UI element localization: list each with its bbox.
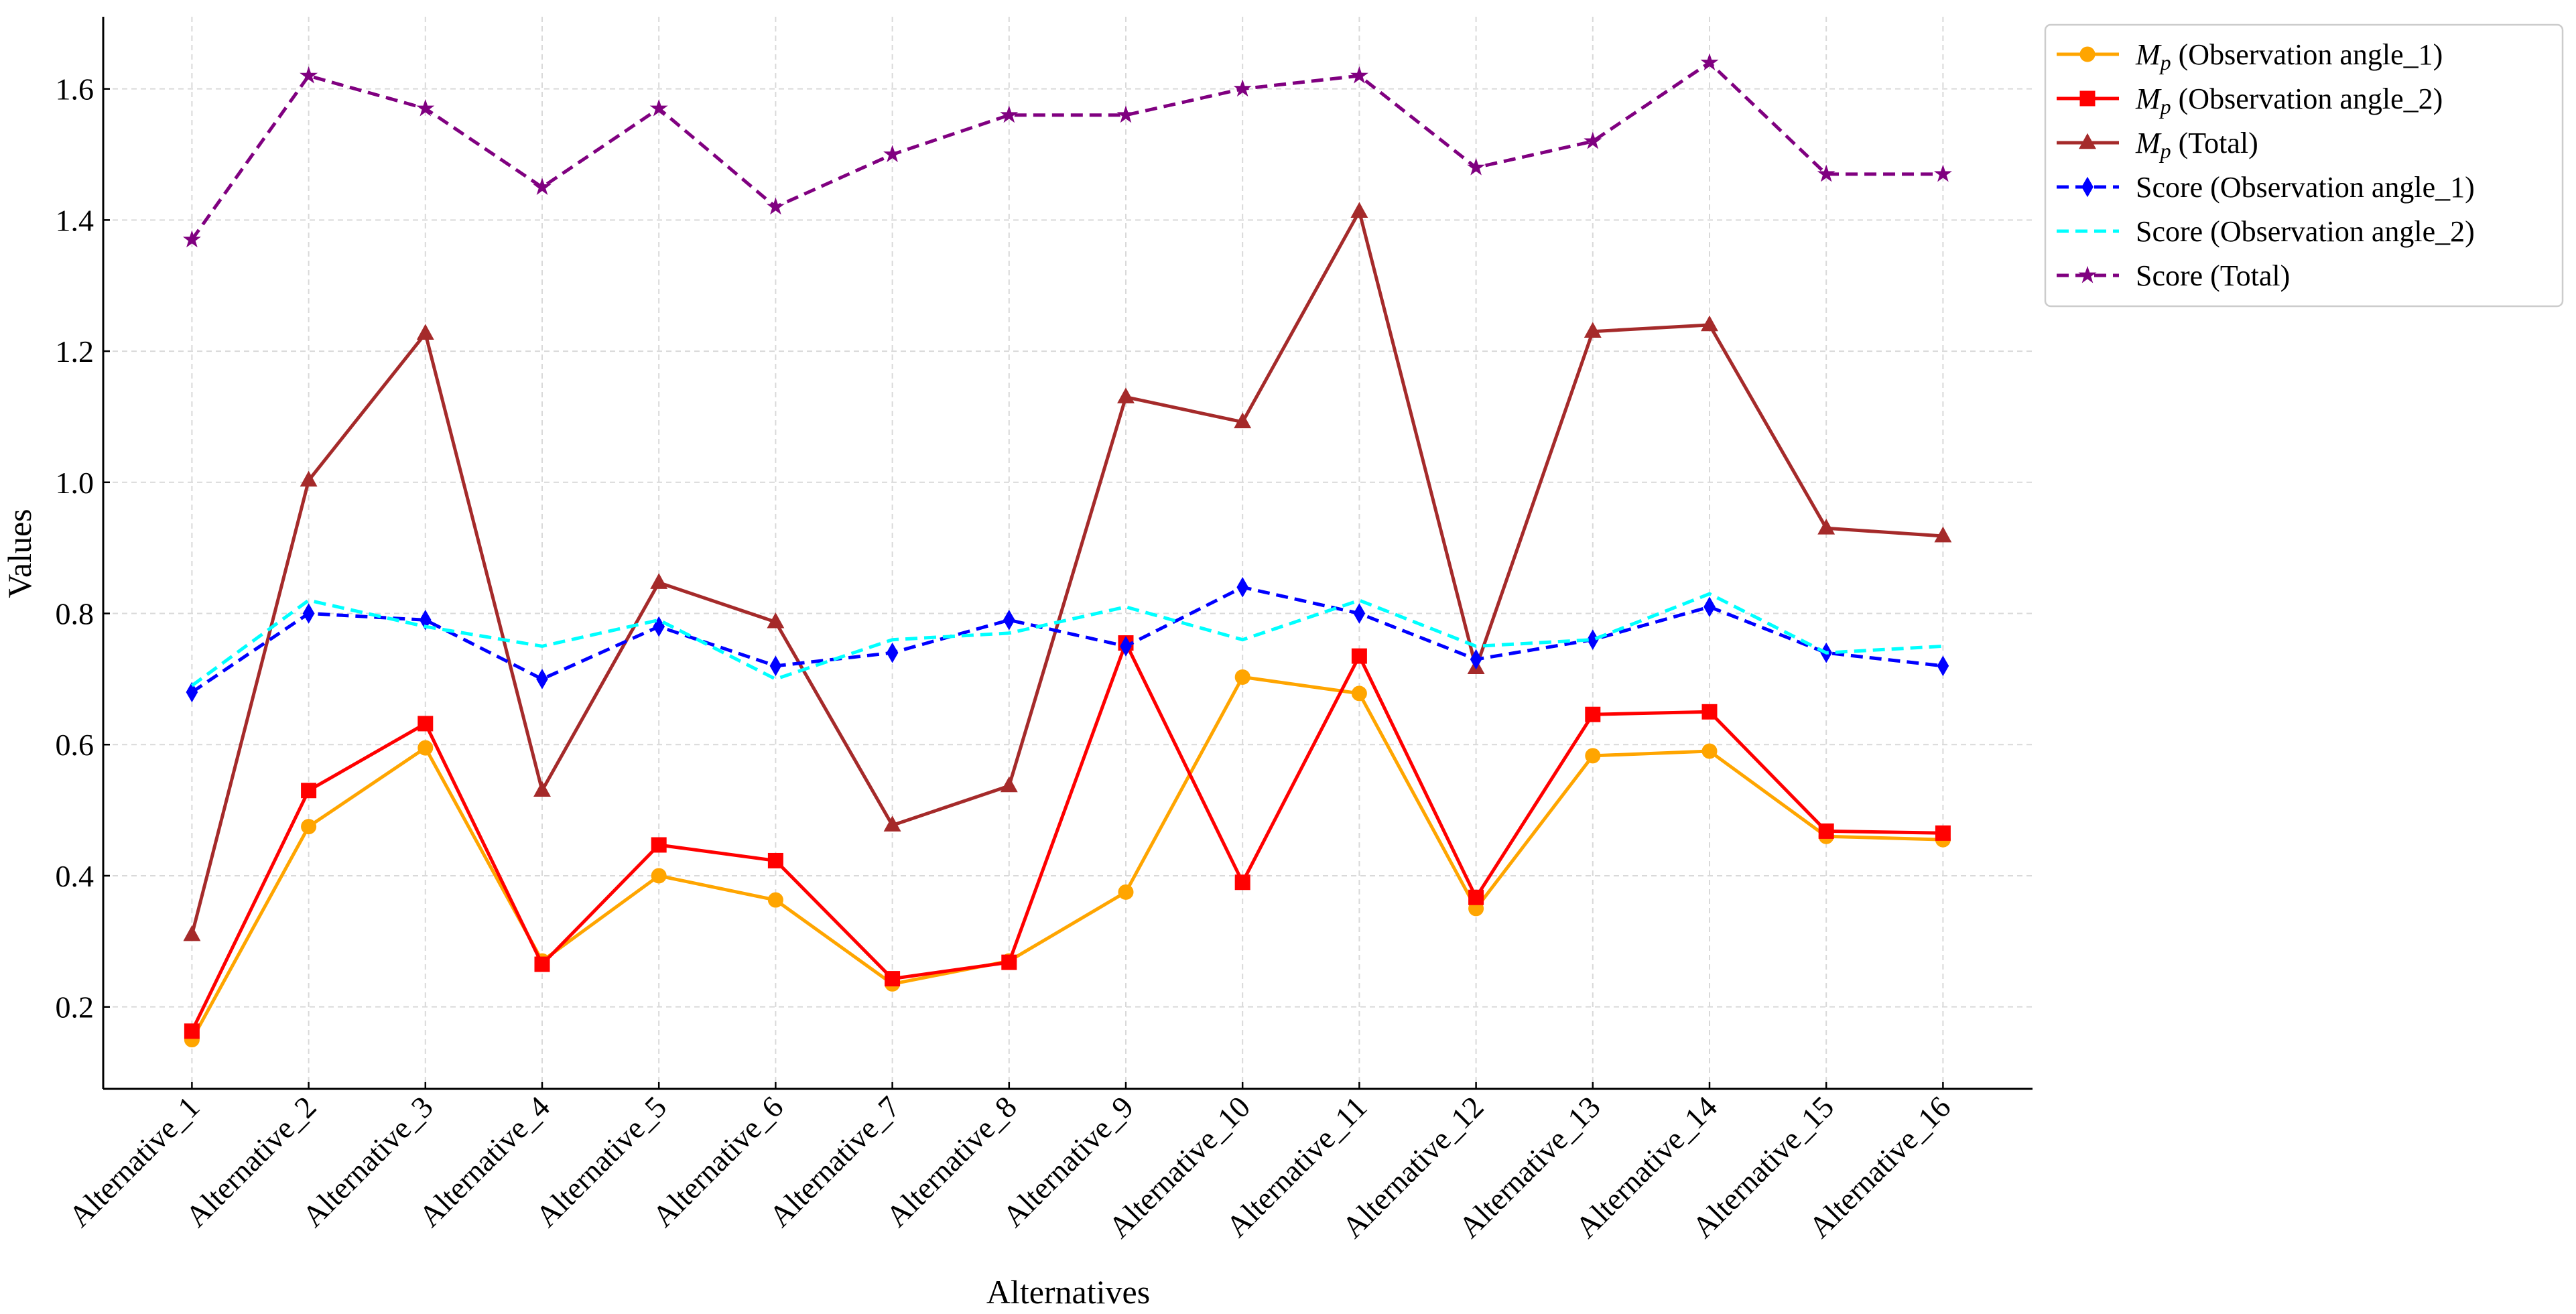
marker — [1701, 315, 1718, 332]
marker — [1468, 889, 1484, 905]
marker — [885, 971, 901, 987]
marker — [1236, 577, 1249, 598]
marker — [1351, 685, 1367, 702]
marker — [1935, 825, 1951, 841]
series-line — [190, 61, 1943, 241]
marker — [1817, 164, 1836, 182]
marker — [182, 230, 201, 248]
marker — [1703, 596, 1716, 618]
marker — [1001, 954, 1017, 970]
marker — [651, 837, 667, 853]
y-tick-label: 0.4 — [56, 859, 94, 893]
marker — [416, 324, 434, 340]
marker — [536, 669, 548, 689]
marker — [1353, 603, 1366, 624]
marker — [1701, 704, 1718, 720]
legend-label: Score (Total) — [2136, 259, 2290, 292]
marker — [1585, 748, 1601, 764]
series-line — [190, 210, 1943, 935]
legend-box — [2044, 23, 2564, 308]
y-tick-label: 1.4 — [56, 203, 94, 237]
marker — [533, 781, 551, 797]
legend-label: Score (Observation angle_2) — [2136, 215, 2475, 248]
marker — [1470, 649, 1482, 670]
marker — [300, 470, 318, 487]
marker — [1234, 669, 1250, 685]
marker — [886, 642, 899, 663]
marker — [2081, 176, 2094, 198]
marker — [1233, 79, 1252, 97]
marker — [767, 612, 785, 629]
marker — [649, 98, 668, 117]
marker — [2079, 46, 2096, 62]
marker — [1701, 743, 1718, 759]
series-line — [190, 641, 1943, 1032]
y-tick-label: 1.2 — [56, 334, 94, 369]
marker — [1817, 519, 1836, 535]
marker — [883, 815, 901, 832]
marker — [302, 603, 315, 624]
y-tick-label: 1.0 — [56, 466, 94, 500]
y-tick-label: 1.6 — [56, 72, 94, 107]
marker — [1000, 776, 1018, 793]
marker — [769, 655, 782, 677]
marker — [534, 956, 550, 972]
marker — [650, 573, 668, 589]
marker — [183, 925, 201, 941]
marker — [184, 1023, 200, 1039]
marker — [417, 740, 434, 756]
marker — [1937, 655, 1949, 677]
marker — [416, 98, 435, 117]
marker — [419, 610, 432, 631]
marker — [186, 681, 198, 703]
marker — [767, 892, 783, 908]
legend-label: Score (Observation angle_1) — [2136, 171, 2475, 204]
series-line — [191, 585, 1943, 694]
marker — [1700, 53, 1719, 70]
marker — [1934, 526, 1952, 543]
series-line — [190, 592, 1943, 687]
y-axis-label: Values — [1, 509, 38, 598]
legend-label: Mp (Observation angle_1) — [2135, 38, 2443, 74]
marker — [1000, 105, 1019, 123]
marker — [2079, 90, 2096, 107]
series-line — [190, 675, 1943, 1041]
marker — [417, 716, 434, 732]
marker — [1116, 105, 1135, 123]
marker — [1350, 66, 1368, 84]
marker — [300, 66, 318, 84]
marker — [1120, 636, 1132, 657]
marker — [1118, 884, 1134, 900]
marker — [1351, 648, 1367, 664]
y-tick-label: 0.8 — [56, 597, 94, 631]
marker — [1584, 131, 1602, 149]
marker — [1234, 412, 1252, 429]
marker — [1818, 823, 1834, 839]
marker — [766, 197, 785, 215]
x-axis-label: Alternatives — [986, 1273, 1150, 1311]
marker — [1933, 164, 1952, 182]
marker — [2079, 133, 2096, 149]
marker — [1585, 706, 1601, 722]
marker — [1584, 322, 1602, 338]
legend-label: Mp (Observation angle_2) — [2135, 82, 2443, 119]
legend-label: Mp (Total) — [2135, 127, 2258, 163]
marker — [301, 819, 317, 835]
y-tick-label: 0.6 — [56, 728, 94, 762]
marker — [1234, 874, 1250, 891]
marker — [767, 852, 783, 868]
marker — [1117, 387, 1135, 403]
marker — [1003, 610, 1015, 631]
marker — [651, 868, 667, 884]
marker — [883, 145, 902, 162]
marker — [301, 783, 317, 799]
y-tick-label: 0.2 — [56, 990, 94, 1025]
marker — [2078, 265, 2097, 283]
marker — [1350, 202, 1368, 218]
marker — [533, 178, 552, 195]
marker — [1467, 157, 1486, 176]
